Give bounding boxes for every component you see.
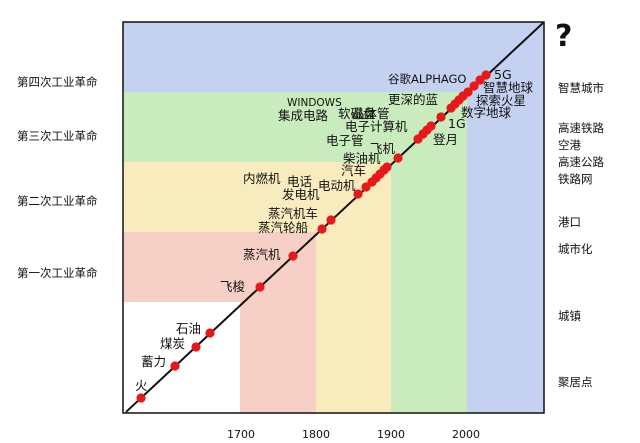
milestone-label: 电话 (287, 174, 312, 189)
settlement-label: 空港 (558, 138, 581, 152)
settlement-label: 铁路网 (558, 172, 593, 186)
question-mark: ? (555, 19, 572, 54)
milestone-label: 石油 (176, 321, 201, 336)
x-tick-label: 1800 (302, 428, 330, 441)
milestone-label: 蒸汽机 (243, 247, 281, 262)
milestone-dot (481, 70, 491, 80)
milestone-dot (255, 282, 265, 292)
milestone-label: WINDOWS (287, 97, 342, 109)
milestone-label: 火 (135, 378, 148, 393)
milestone-dot (436, 112, 446, 122)
milestone-label: 软磁盘 (338, 106, 376, 121)
milestone-dot (353, 189, 363, 199)
milestone-label: 5G (494, 67, 512, 82)
milestone-label: 汽车 (341, 163, 366, 178)
milestone-dot (469, 81, 479, 91)
milestone-label: 更深的蓝 (388, 92, 438, 107)
revolution-label: 第二次工业革命 (17, 194, 98, 208)
settlement-label: 高速公路 (558, 155, 604, 169)
x-tick-label: 1900 (377, 428, 405, 441)
milestone-label: 谷歌ALPHAGO (388, 72, 466, 86)
milestone-dots (136, 70, 491, 403)
milestone-label: 电动机 (318, 178, 356, 193)
settlement-label: 智慧城市 (558, 81, 604, 95)
milestone-label: 集成电路 (278, 108, 329, 123)
settlement-label: 聚居点 (558, 375, 593, 389)
milestone-label: 飞梭 (220, 279, 246, 294)
milestone-label: 1G (448, 116, 466, 131)
revolution-label: 第一次工业革命 (17, 266, 98, 280)
milestone-label: 探索火星 (476, 93, 526, 108)
milestone-dot (170, 361, 180, 371)
milestone-dot (426, 121, 436, 131)
milestone-label: 电子管 (326, 133, 364, 148)
x-tick-label: 1700 (227, 428, 255, 441)
x-tick-label: 2000 (452, 428, 480, 441)
x-axis-ticks: 1700 1800 1900 2000 (227, 428, 480, 441)
milestone-label: 电子计算机 (345, 119, 408, 134)
milestone-label: 飞机 (370, 141, 396, 156)
settlement-label: 城镇 (558, 309, 581, 323)
settlement-label: 高速铁路 (558, 121, 604, 135)
milestone-label: 登月 (433, 132, 458, 147)
milestone-label: 内燃机 (243, 171, 281, 186)
milestone-dot (317, 224, 327, 234)
milestone-dot (288, 251, 298, 261)
milestone-label: 发电机 (282, 187, 320, 202)
revolution-label: 第四次工业革命 (17, 75, 98, 89)
milestone-dot (463, 87, 473, 97)
milestone-label: 柴油机 (343, 151, 381, 166)
settlement-label: 城市化 (558, 242, 593, 256)
milestone-label: 蒸汽机车 (268, 206, 318, 221)
milestone-label: 智慧地球 (483, 80, 534, 95)
milestone-dot (136, 393, 146, 403)
milestone-label: 晶体管 (352, 106, 390, 121)
settlement-label: 港口 (558, 215, 581, 229)
milestone-dot (393, 153, 403, 163)
milestone-label: 数字地球 (461, 105, 512, 120)
milestone-dot (191, 342, 201, 352)
milestone-dot (382, 162, 392, 172)
milestone-dot (205, 328, 215, 338)
milestone-label: 蒸汽轮船 (258, 220, 308, 235)
milestone-dot (326, 215, 336, 225)
milestone-label: 蓄力 (141, 354, 166, 369)
milestone-label: 煤炭 (160, 336, 185, 351)
diagram-frame (122, 21, 545, 414)
revolution-label: 第三次工业革命 (17, 129, 98, 143)
